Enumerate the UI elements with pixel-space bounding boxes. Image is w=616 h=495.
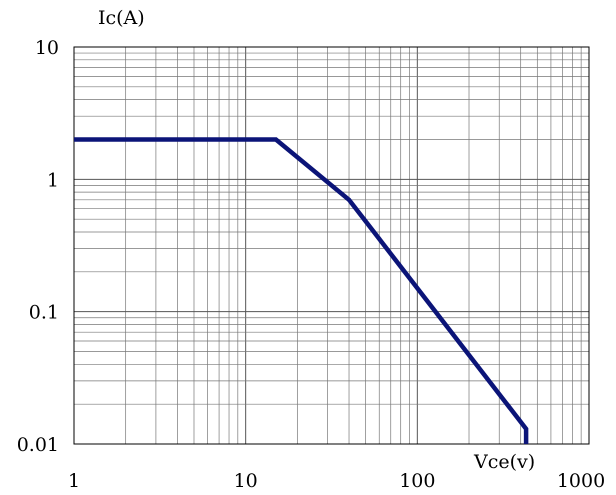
- y-tick-label: 10: [35, 37, 59, 59]
- y-tick-label: 0.01: [17, 434, 59, 456]
- y-tick-label: 0.1: [29, 302, 59, 324]
- series-layer: [73, 137, 529, 445]
- y-axis-label: Ic(A): [98, 7, 145, 29]
- x-axis-label: Vce(v): [473, 451, 535, 473]
- x-tick-label: 10: [234, 470, 258, 492]
- plot-frame: [73, 46, 590, 445]
- y-tick-label: 1: [47, 169, 59, 191]
- x-tick-label: 1000: [557, 470, 605, 492]
- x-tick-label: 1: [68, 470, 80, 492]
- x-tick-label: 100: [399, 470, 435, 492]
- grid: [73, 47, 589, 445]
- tick-labels: 10 1 0.1 0.01 1 10 100 1000: [17, 37, 605, 492]
